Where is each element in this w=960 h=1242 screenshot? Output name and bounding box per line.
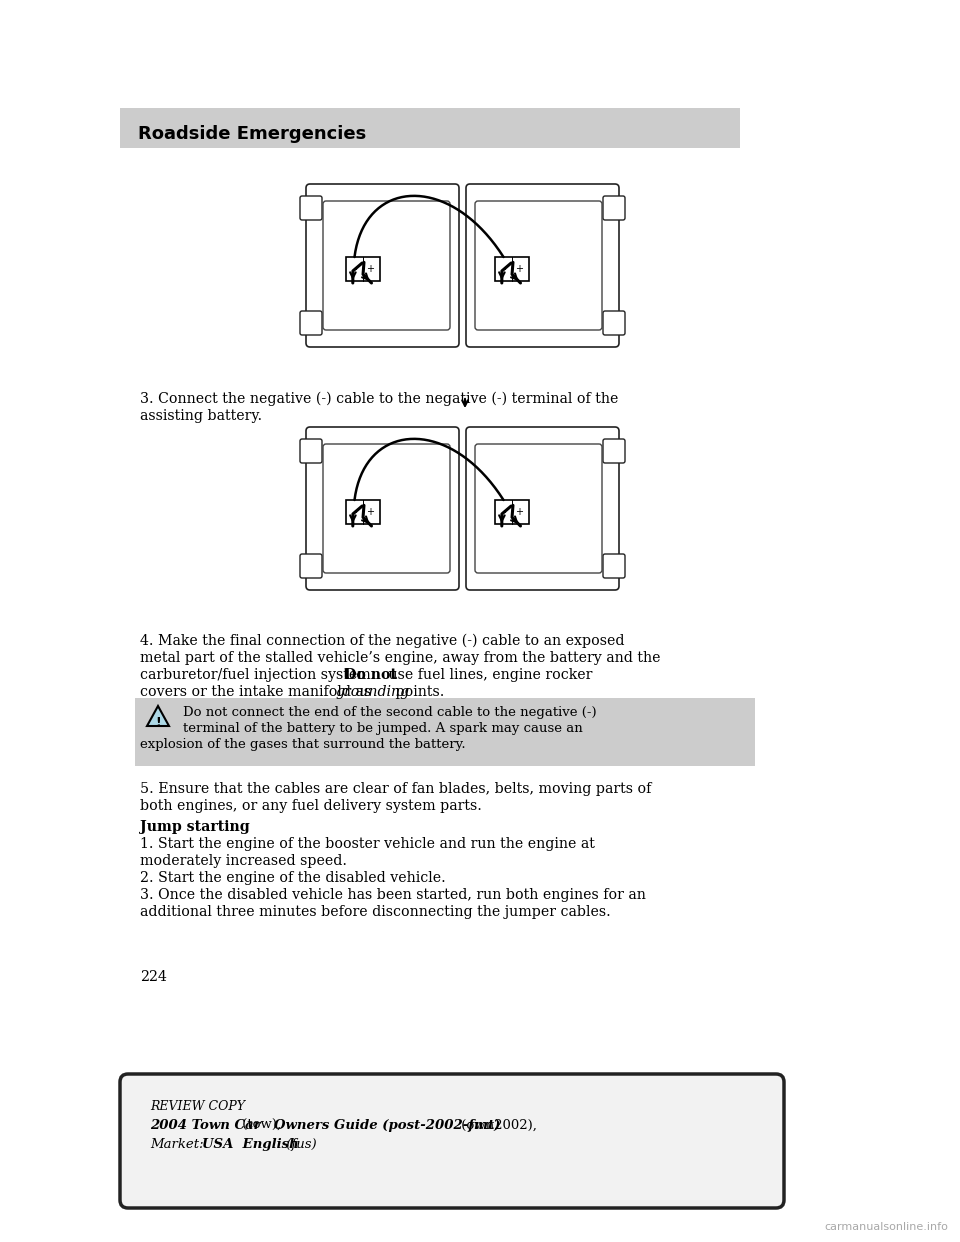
Bar	[346, 257, 380, 281]
Text: +: +	[367, 507, 374, 517]
Bar	[495, 501, 529, 524]
FancyBboxPatch shape	[120, 1074, 784, 1208]
FancyBboxPatch shape	[306, 184, 459, 347]
FancyBboxPatch shape	[475, 201, 602, 330]
Text: both engines, or any fuel delivery system parts.: both engines, or any fuel delivery syste…	[140, 799, 482, 814]
Text: additional three minutes before disconnecting the jumper cables.: additional three minutes before disconne…	[140, 905, 611, 919]
FancyBboxPatch shape	[466, 184, 619, 347]
Text: (fus): (fus)	[282, 1138, 317, 1151]
FancyBboxPatch shape	[306, 427, 459, 590]
Polygon shape	[147, 705, 169, 727]
Text: grounding: grounding	[335, 686, 409, 699]
FancyBboxPatch shape	[603, 310, 625, 335]
FancyBboxPatch shape	[466, 427, 619, 590]
FancyBboxPatch shape	[475, 443, 602, 573]
Bar	[346, 501, 380, 524]
Text: moderately increased speed.: moderately increased speed.	[140, 854, 347, 868]
Text: -: -	[503, 507, 506, 517]
Text: Market:: Market:	[150, 1138, 212, 1151]
Text: Do not connect the end of the second cable to the negative (-): Do not connect the end of the second cab…	[183, 705, 596, 719]
Text: -: -	[354, 507, 357, 517]
Text: -: -	[354, 265, 357, 274]
FancyBboxPatch shape	[323, 201, 450, 330]
Text: (own2002),: (own2002),	[457, 1119, 537, 1131]
Text: 2004 Town Car: 2004 Town Car	[150, 1119, 260, 1131]
Text: (tow),: (tow),	[238, 1119, 285, 1131]
Text: metal part of the stalled vehicle’s engine, away from the battery and the: metal part of the stalled vehicle’s engi…	[140, 651, 660, 664]
Text: 224: 224	[140, 970, 167, 984]
FancyBboxPatch shape	[603, 438, 625, 463]
Text: terminal of the battery to be jumped. A spark may cause an: terminal of the battery to be jumped. A …	[183, 722, 583, 735]
Text: +: +	[516, 507, 523, 517]
Text: -: -	[503, 265, 506, 274]
Text: covers or the intake manifold as: covers or the intake manifold as	[140, 686, 375, 699]
FancyBboxPatch shape	[300, 196, 322, 220]
Text: 3. Connect the negative (-) cable to the negative (-) terminal of the: 3. Connect the negative (-) cable to the…	[140, 392, 618, 406]
Text: 3. Once the disabled vehicle has been started, run both engines for an: 3. Once the disabled vehicle has been st…	[140, 888, 646, 902]
Text: carburetor/fuel injection system.: carburetor/fuel injection system.	[140, 668, 380, 682]
FancyBboxPatch shape	[300, 310, 322, 335]
Text: Do not: Do not	[344, 668, 397, 682]
Text: !: !	[156, 715, 161, 729]
Bar	[495, 257, 529, 281]
Text: 5. Ensure that the cables are clear of fan blades, belts, moving parts of: 5. Ensure that the cables are clear of f…	[140, 782, 652, 796]
Text: explosion of the gases that surround the battery.: explosion of the gases that surround the…	[140, 738, 466, 751]
Text: 2. Start the engine of the disabled vehicle.: 2. Start the engine of the disabled vehi…	[140, 871, 445, 886]
FancyBboxPatch shape	[300, 438, 322, 463]
Text: points.: points.	[391, 686, 444, 699]
Text: use fuel lines, engine rocker: use fuel lines, engine rocker	[384, 668, 592, 682]
FancyBboxPatch shape	[323, 443, 450, 573]
Text: Jump starting: Jump starting	[140, 820, 250, 833]
FancyBboxPatch shape	[603, 196, 625, 220]
Text: Owners Guide (post-2002-fmt): Owners Guide (post-2002-fmt)	[274, 1119, 500, 1131]
FancyBboxPatch shape	[603, 554, 625, 578]
Text: USA  English: USA English	[202, 1138, 299, 1151]
Text: assisting battery.: assisting battery.	[140, 409, 262, 424]
Text: +: +	[367, 265, 374, 274]
Text: REVIEW COPY: REVIEW COPY	[150, 1100, 245, 1113]
Text: carmanualsonline.info: carmanualsonline.info	[824, 1222, 948, 1232]
Text: 4. Make the final connection of the negative (-) cable to an exposed: 4. Make the final connection of the nega…	[140, 633, 625, 648]
FancyBboxPatch shape	[300, 554, 322, 578]
Bar	[120, 108, 740, 148]
Text: +: +	[516, 265, 523, 274]
Text: Roadside Emergencies: Roadside Emergencies	[138, 125, 367, 143]
Bar	[135, 698, 755, 766]
Text: 1. Start the engine of the booster vehicle and run the engine at: 1. Start the engine of the booster vehic…	[140, 837, 595, 851]
